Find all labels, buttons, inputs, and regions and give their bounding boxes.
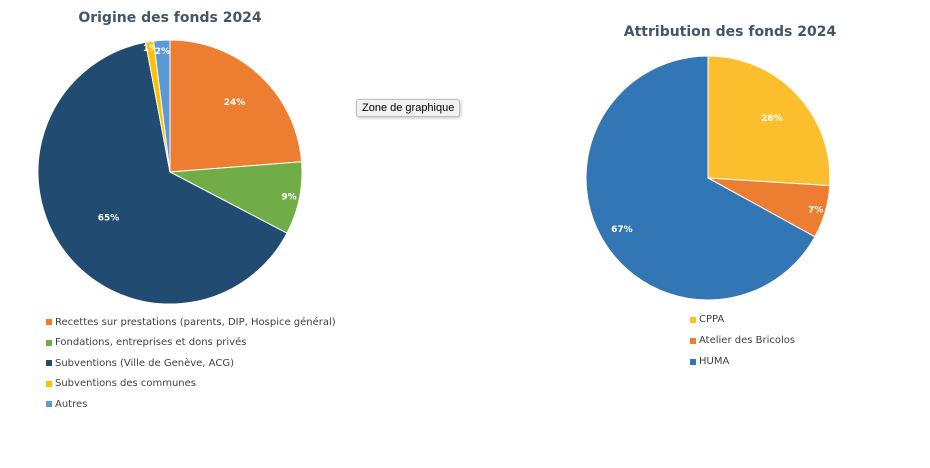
legend-swatch (690, 316, 696, 323)
pie-chart-attribution[interactable]: 26% 7% 67% (560, 30, 860, 310)
chart-title-origine: Origine des fonds 2024 (78, 10, 262, 26)
legend-item: Recettes sur prestations (parents, DIP, … (46, 312, 336, 333)
legend-item: HUMA (690, 351, 795, 372)
legend-swatch (690, 358, 696, 365)
legend-label: CPPA (699, 314, 725, 325)
legend-item: CPPA (690, 309, 795, 330)
legend-swatch (46, 401, 52, 408)
legend-item: Subventions des communes (46, 374, 336, 395)
slice-data-label: 65% (98, 214, 120, 224)
legend-item: Fondations, entreprises et dons privés (46, 333, 336, 354)
legend-swatch (46, 360, 52, 367)
pie-slice[interactable] (153, 39, 171, 173)
legend-swatch (46, 380, 52, 387)
pie-slice[interactable] (585, 55, 816, 301)
chart-area-tooltip: Zone de graphique (356, 99, 461, 117)
chart-title-attribution: Attribution des fonds 2024 (623, 24, 837, 40)
pie-slice[interactable] (37, 41, 288, 305)
legend-label: Subventions (Ville de Genève, ACG) (55, 357, 234, 369)
slice-data-label: 1% (143, 44, 158, 54)
legend-label: Atelier des Bricolos (699, 335, 796, 346)
legend-label: Recettes sur prestations (parents, DIP, … (55, 316, 336, 328)
legend-label: Autres (55, 398, 88, 410)
pie-slice[interactable] (707, 55, 831, 187)
legend-swatch (690, 337, 696, 344)
legend-swatch (46, 339, 52, 346)
legend-item: Subventions (Ville de Genève, ACG) (46, 353, 336, 374)
slice-data-label: 9% (281, 192, 296, 202)
slice-data-label: 67% (611, 225, 633, 235)
legend-label: Subventions des communes (55, 378, 197, 390)
legend-item: Atelier des Bricolos (690, 330, 795, 351)
legend-item: Autres (46, 394, 336, 415)
legend-origine: Recettes sur prestations (parents, DIP, … (46, 312, 336, 415)
slice-data-label: 26% (761, 114, 783, 124)
pie-slice[interactable] (169, 39, 303, 173)
legend-label: HUMA (699, 356, 730, 367)
pie-chart-origine[interactable]: 24% 9% 65% 1%2% (0, 0, 400, 310)
slice-data-label: 24% (224, 98, 246, 108)
slice-data-label: 7% (808, 205, 823, 215)
slice-data-label: 2% (155, 47, 170, 57)
legend-swatch (46, 319, 52, 326)
legend-label: Fondations, entreprises et dons privés (55, 337, 247, 349)
legend-attribution: CPPA Atelier des Bricolos HUMA (690, 309, 795, 372)
